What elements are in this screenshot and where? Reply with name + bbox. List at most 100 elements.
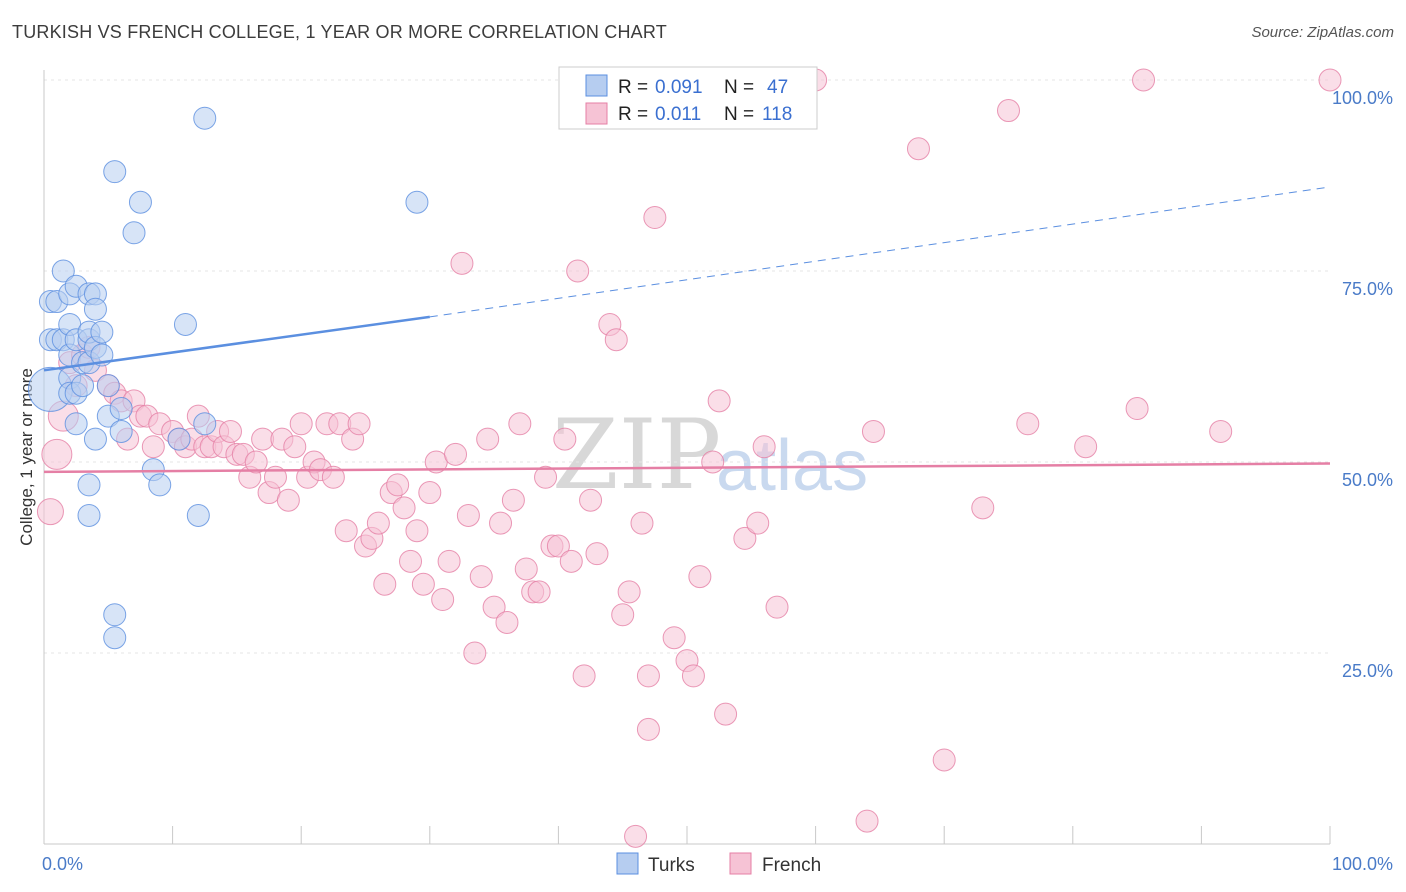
point-french xyxy=(41,438,73,470)
point-turks xyxy=(71,374,95,398)
legend-box: R = 0.091 N = 47 R = 0.011 N = 118 xyxy=(558,66,818,130)
point-french xyxy=(489,511,513,535)
point-french xyxy=(482,595,506,619)
point-french xyxy=(218,419,242,443)
point-turks xyxy=(148,473,172,497)
point-french xyxy=(334,519,358,543)
point-french xyxy=(688,565,712,589)
point-french xyxy=(746,511,770,535)
chart-title: TURKISH VS FRENCH COLLEGE, 1 YEAR OR MOR… xyxy=(12,22,667,42)
point-french xyxy=(681,664,705,688)
point-french xyxy=(752,435,776,459)
point-french xyxy=(289,412,313,436)
point-french xyxy=(707,389,731,413)
point-french xyxy=(469,565,493,589)
point-french xyxy=(855,809,879,833)
y-tick-label: 25.0% xyxy=(1342,661,1393,681)
point-french xyxy=(1132,68,1156,92)
y-tick-label: 75.0% xyxy=(1342,279,1393,299)
point-turks xyxy=(186,503,210,527)
legend-r-value-french: 0.011 xyxy=(655,104,701,125)
legend-r-label-french: R = xyxy=(618,104,648,125)
point-french xyxy=(1318,68,1342,92)
trend-extension-turks xyxy=(429,186,1331,318)
point-french xyxy=(527,580,551,604)
bottom-legend-swatch-turks xyxy=(616,852,639,875)
bottom-legend-label-french: French xyxy=(762,855,821,876)
point-french xyxy=(662,626,686,650)
point-turks xyxy=(193,106,217,130)
point-french xyxy=(411,572,435,596)
point-turks xyxy=(109,419,133,443)
point-turks xyxy=(405,190,429,214)
legend-n-label-turks: N = xyxy=(724,77,754,98)
point-french xyxy=(630,511,654,535)
data-points xyxy=(27,68,1342,848)
point-french xyxy=(553,427,577,451)
y-tick-label: 50.0% xyxy=(1342,470,1393,490)
point-french xyxy=(624,824,648,848)
point-french xyxy=(399,549,423,573)
x-tick-label-min: 0.0% xyxy=(42,854,83,874)
point-turks xyxy=(193,412,217,436)
point-french xyxy=(437,549,461,573)
watermark-zip: ZIP xyxy=(552,399,721,511)
point-french xyxy=(463,641,487,665)
legend-n-value-french: 118 xyxy=(762,104,792,125)
point-french xyxy=(585,542,609,566)
point-turks xyxy=(122,221,146,245)
point-french xyxy=(514,557,538,581)
y-tick-labels: 25.0% 50.0% 75.0% 100.0% xyxy=(1332,88,1393,681)
point-turks xyxy=(83,297,107,321)
point-french xyxy=(141,435,165,459)
point-french xyxy=(456,503,480,527)
trend-line-turks xyxy=(43,315,430,372)
point-french xyxy=(617,580,641,604)
point-french xyxy=(861,419,885,443)
point-french xyxy=(733,526,757,550)
point-french xyxy=(643,206,667,230)
point-turks xyxy=(77,473,101,497)
point-french xyxy=(701,450,725,474)
point-french xyxy=(1125,397,1149,421)
bottom-legend-label-turks: Turks xyxy=(648,855,695,876)
point-turks xyxy=(77,503,101,527)
point-french xyxy=(559,549,583,573)
point-french xyxy=(373,572,397,596)
point-french xyxy=(276,488,300,512)
point-french xyxy=(431,588,455,612)
point-turks xyxy=(167,427,191,451)
point-french xyxy=(579,488,603,512)
point-french xyxy=(572,664,596,688)
point-turks xyxy=(51,259,75,283)
legend-swatch-turks xyxy=(585,74,608,97)
legend-n-label-french: N = xyxy=(724,104,754,125)
legend-r-label-turks: R = xyxy=(618,77,648,98)
point-french xyxy=(1074,435,1098,459)
point-turks xyxy=(64,412,88,436)
point-turks xyxy=(90,320,114,344)
bottom-legend-swatch-french xyxy=(729,852,752,875)
y-tick-label: 100.0% xyxy=(1332,88,1393,108)
legend-swatch-french xyxy=(585,102,608,125)
point-french xyxy=(611,603,635,627)
point-french xyxy=(765,595,789,619)
point-french xyxy=(636,717,660,741)
x-tick-label-max: 100.0% xyxy=(1332,854,1393,874)
trend-line-french xyxy=(43,462,1331,474)
point-turks xyxy=(83,427,107,451)
point-turks xyxy=(103,626,127,650)
point-french xyxy=(604,328,628,352)
point-french xyxy=(321,465,345,489)
point-french xyxy=(444,442,468,466)
point-french xyxy=(508,412,532,436)
point-french xyxy=(418,481,442,505)
point-french xyxy=(714,702,738,726)
point-french xyxy=(251,427,275,451)
point-french xyxy=(392,496,416,520)
point-french xyxy=(501,488,525,512)
point-french xyxy=(386,473,410,497)
point-french xyxy=(263,465,287,489)
point-french xyxy=(495,610,519,634)
